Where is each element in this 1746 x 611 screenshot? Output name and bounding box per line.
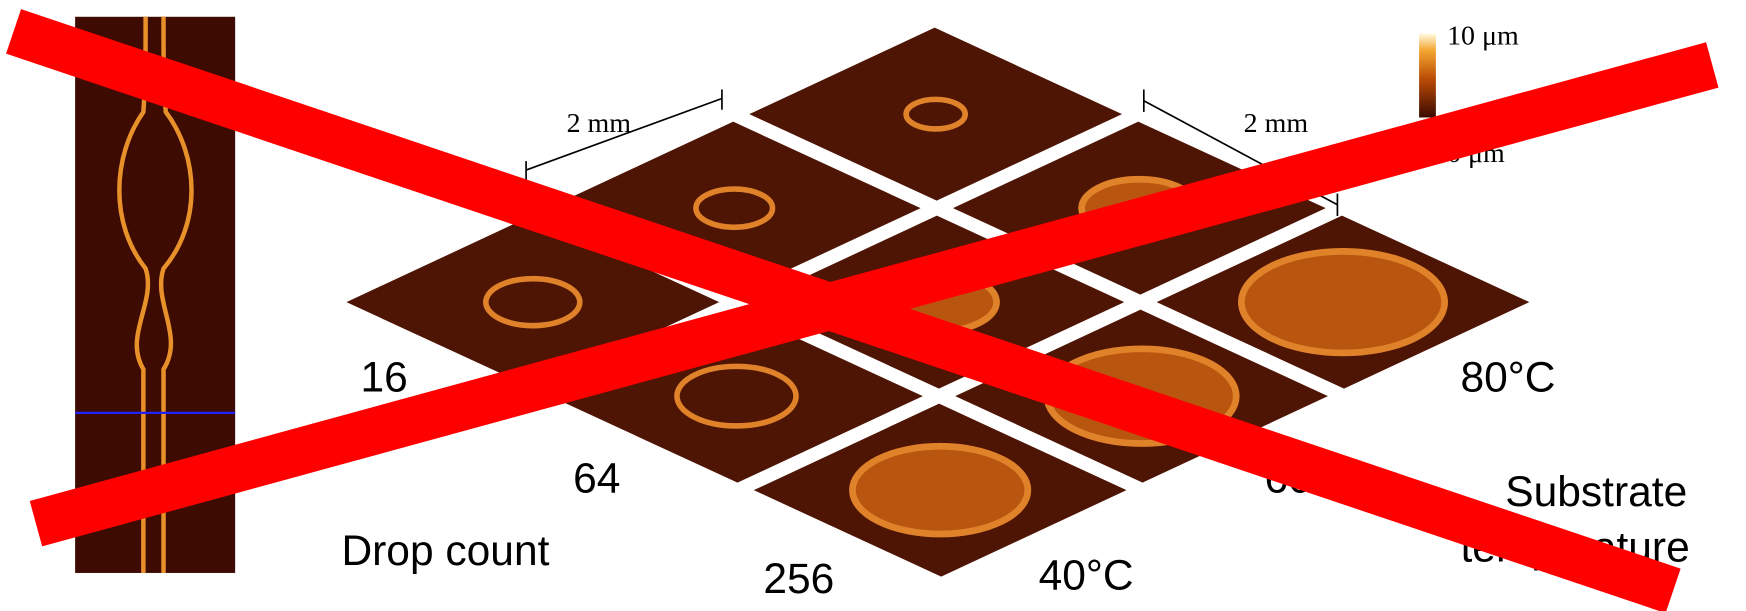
drop-count-level: 16 [360,355,407,402]
temperature-level: 80°C [1461,355,1556,402]
temperature-label: Substrate [1505,469,1687,516]
dimension-label: 2 mm [1244,108,1309,139]
drop-count-level: 256 [763,556,834,603]
temperature-level: 40°C [1039,553,1134,600]
color-bar-max: 10 μm [1447,21,1519,52]
figure: 2 mm 2 mm 10 μm 0 μm 16 64 256 Drop coun… [0,0,1746,611]
drop-count-label: Drop count [341,528,549,575]
deposit [852,446,1027,534]
dimension-label: 2 mm [567,108,632,139]
page: 2 mm 2 mm 10 μm 0 μm 16 64 256 Drop coun… [0,0,1746,611]
deposit [1241,251,1444,353]
color-bar [1419,34,1436,118]
drop-count-level: 64 [573,455,620,502]
